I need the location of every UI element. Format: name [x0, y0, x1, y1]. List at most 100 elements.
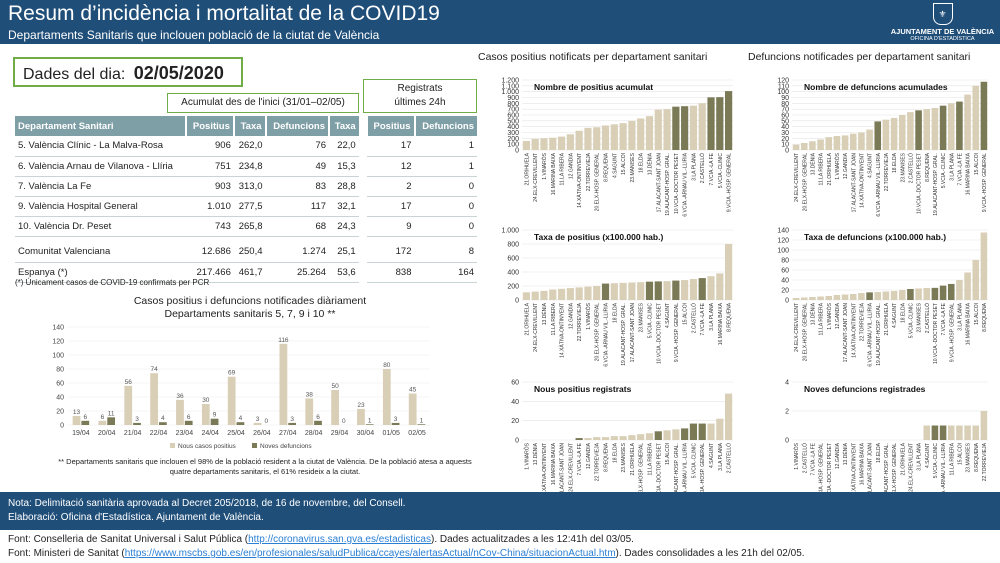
y-tick-label: 40	[511, 399, 519, 406]
x-tick-label: 22.TORREVIEJA	[586, 152, 592, 191]
y-tick-label: 0	[515, 298, 519, 305]
bar	[972, 260, 980, 300]
table-cell: 28,8	[329, 176, 359, 197]
x-tick-label: 14.XÀTIVA-ONTINYENT	[850, 443, 857, 498]
y-tick-label: 4	[785, 380, 789, 387]
x-tick-label: 2.CASTELLÓ	[690, 303, 697, 333]
x-tick-label: 9.VCIA.-HOSP. GENERAL	[700, 443, 706, 502]
x-tick-label: 3.LA PLANA	[718, 442, 724, 470]
header-banner: Resum d’incidència i mortalitat de la CO…	[0, 0, 1000, 44]
x-tick-label: 19.ALACANT-HOSP. GRAL.	[933, 153, 939, 216]
bar	[540, 138, 548, 150]
cases-data-label: 50	[331, 383, 339, 390]
deaths-data-label: 1	[420, 417, 424, 424]
bar	[849, 133, 857, 150]
deaths-data-label: 6	[187, 414, 191, 421]
table-cell: 1.010	[186, 196, 234, 217]
x-tick-label: 4.SAGUNT	[665, 303, 671, 328]
bar	[841, 294, 849, 300]
y-tick-label: 0	[60, 423, 64, 430]
table-cell: 0	[414, 196, 477, 217]
x-tick-label: 23.MANISES	[621, 442, 627, 472]
x-tick-label: 20.ELX-HOSP. GENERAL	[639, 443, 645, 501]
x-tick-label: 3.LA PLANA	[949, 152, 955, 180]
bar	[923, 288, 931, 300]
bar	[663, 109, 671, 150]
x-tick-label: 8.REQUENA	[604, 442, 610, 472]
x-tick-label: 10.VCIA.-DOCTOR PESET	[917, 153, 923, 214]
daily-title-line1: Casos positius i defuncions notificades …	[133, 295, 367, 307]
source-line2: Font: Ministeri de Sanitat (https://www.…	[8, 547, 992, 561]
deaths-bar	[391, 422, 400, 425]
rate-cases-chart: 0 200 400 600 800 1.000 21.ORIHUELA 24.ELX-CREV…	[501, 228, 733, 367]
bar	[637, 118, 645, 150]
table-body: 5. València Clínic - La Malva-Rosa 906 262…	[15, 136, 477, 283]
bar	[849, 294, 857, 300]
table-cell: 24,3	[329, 216, 359, 237]
logo-line2: OFICINA D'ESTADÍSTICA	[910, 36, 975, 42]
x-tick-label: 20.ELX-HOSP. GENERAL	[802, 303, 808, 361]
note-box: Nota: Delimitació sanitària aprovada al …	[0, 492, 1000, 530]
chart-title: Nombre de positius acumulat	[534, 82, 653, 92]
table-cell: 12.686	[186, 242, 234, 263]
x-tick-label: 20.ELX-HOSP. GENERAL	[802, 153, 808, 211]
deaths-data-label: 4	[161, 415, 165, 422]
table-row: Comunitat Valenciana 12.686 250,4 1.274 25,1…	[15, 242, 477, 263]
bar	[907, 289, 914, 300]
table-cell: 117	[265, 196, 330, 217]
x-tick-label: 13.DÉNIA	[809, 302, 816, 325]
last24h-label: Registrats últimes 24h	[363, 79, 477, 113]
source2-link[interactable]: https://www.mscbs.gob.es/en/profesionale…	[124, 548, 616, 559]
x-tick-label: 24.ELX-CREVILLENT	[794, 153, 800, 202]
cases-data-label: 80	[383, 362, 391, 369]
deaths-bar	[107, 417, 116, 425]
cases-data-label: 23	[357, 402, 365, 409]
y-tick-label: 600	[507, 256, 519, 263]
table-cell: 164	[414, 262, 477, 283]
bar	[841, 135, 849, 150]
page-subtitle: Departaments Sanitaris que inclouen pobl…	[8, 28, 380, 42]
y-tick-label: 900	[507, 95, 519, 102]
bar	[882, 291, 890, 300]
x-tick-label: 3.LA PLANA	[957, 302, 963, 330]
bar	[833, 295, 841, 300]
bar	[833, 136, 841, 150]
x-tick-label: 23.MANISES	[917, 302, 923, 332]
y-tick-label: 800	[507, 242, 519, 249]
x-tick-label: 19.ALACANT-HOSP. GRAL.	[665, 153, 671, 216]
cases-data-label: 45	[409, 387, 417, 394]
x-tick-label: 2.CASTELLÓ	[907, 153, 914, 183]
x-tick-label: 25/04	[227, 430, 245, 437]
y-tick-label: 400	[507, 124, 519, 131]
y-tick-label: 120	[777, 78, 789, 85]
bar	[947, 425, 955, 440]
table-cell: 172	[366, 242, 415, 263]
col-header: Defuncions	[413, 116, 477, 136]
bar	[725, 244, 733, 300]
cases-bar	[150, 373, 158, 425]
x-tick-label: 4.SAGUNT	[925, 443, 931, 468]
x-tick-label: 8.REQUENA	[604, 152, 610, 182]
x-tick-label: 21.ORIHUELA	[827, 152, 833, 185]
deaths-bar	[210, 418, 219, 425]
table-cell: 22,0	[329, 136, 359, 157]
table-row: 7. València La Fe 903 313,0 83 28,8 2 0	[15, 176, 477, 197]
bar	[931, 425, 939, 440]
table-cell: 83	[265, 176, 330, 197]
source1-text: Font: Conselleria de Sanitat Universal i…	[8, 534, 249, 545]
bar	[792, 144, 800, 150]
x-tick-label: 3.LA PLANA	[917, 442, 923, 470]
bar	[980, 411, 988, 440]
table-cell: 9. València Hospital General	[15, 196, 187, 217]
cases-data-label: 56	[125, 379, 133, 386]
x-tick-label: 21.ORIHUELA	[884, 302, 890, 335]
date-value: 02/05/2020	[133, 63, 224, 83]
table-cell: 838	[366, 262, 415, 283]
x-tick-label: 2.CASTELLÓ	[801, 443, 808, 473]
x-tick-label: 9.VCIA.-HOSP. GENERAL	[674, 303, 680, 362]
chart-title: Nous positius registrats	[534, 384, 632, 394]
bar	[858, 132, 865, 150]
source1-link[interactable]: http://coronavirus.san.gva.es/estadistic…	[248, 534, 431, 545]
deaths-bar	[314, 420, 322, 425]
